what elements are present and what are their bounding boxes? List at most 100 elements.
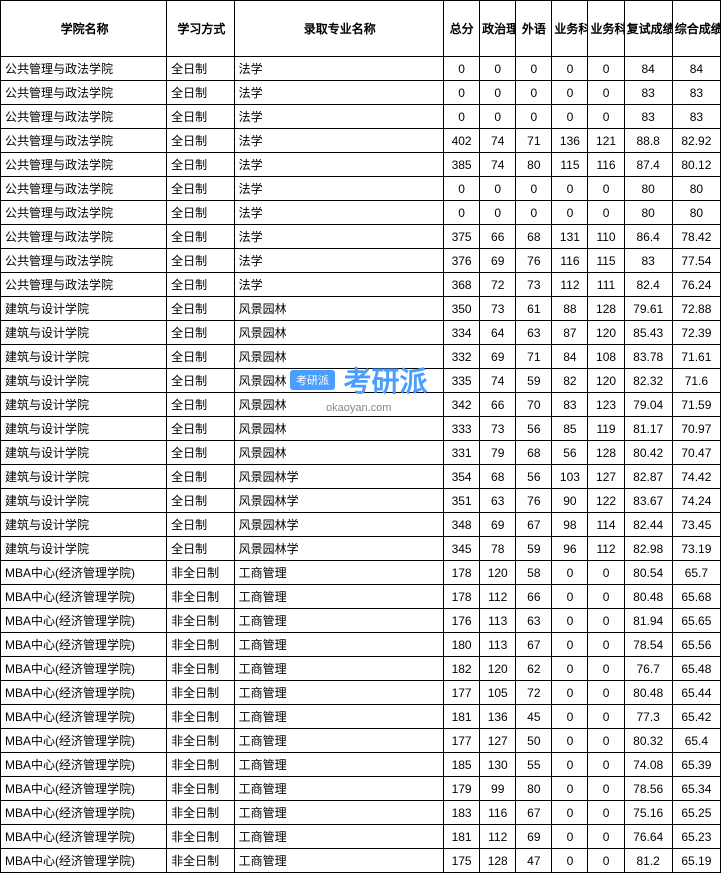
cell-politics: 66 bbox=[480, 393, 516, 417]
cell-major: 工商管理 bbox=[234, 561, 443, 585]
cell-mode: 非全日制 bbox=[167, 633, 234, 657]
cell-college: 建筑与设计学院 bbox=[1, 369, 167, 393]
cell-mode: 全日制 bbox=[167, 129, 234, 153]
cell-biz2: 110 bbox=[588, 225, 624, 249]
table-header-row: 学院名称 学习方式 录取专业名称 总分 政治理论 外语 业务科1 业务科1 复试… bbox=[1, 1, 721, 57]
cell-foreign: 63 bbox=[516, 609, 552, 633]
cell-retest: 83 bbox=[624, 249, 672, 273]
cell-biz1: 56 bbox=[552, 441, 588, 465]
cell-mode: 全日制 bbox=[167, 105, 234, 129]
cell-overall: 65.68 bbox=[672, 585, 720, 609]
cell-biz1: 0 bbox=[552, 105, 588, 129]
cell-retest: 82.44 bbox=[624, 513, 672, 537]
table-row: 建筑与设计学院全日制风景园林学34578599611282.9873.19 bbox=[1, 537, 721, 561]
cell-politics: 112 bbox=[480, 585, 516, 609]
cell-biz2: 116 bbox=[588, 153, 624, 177]
cell-college: 公共管理与政法学院 bbox=[1, 273, 167, 297]
cell-biz2: 0 bbox=[588, 81, 624, 105]
cell-overall: 80 bbox=[672, 177, 720, 201]
cell-biz2: 0 bbox=[588, 705, 624, 729]
cell-foreign: 59 bbox=[516, 369, 552, 393]
cell-college: 公共管理与政法学院 bbox=[1, 81, 167, 105]
cell-biz1: 0 bbox=[552, 729, 588, 753]
cell-mode: 非全日制 bbox=[167, 825, 234, 849]
cell-politics: 73 bbox=[480, 417, 516, 441]
cell-biz1: 0 bbox=[552, 609, 588, 633]
cell-total: 368 bbox=[444, 273, 480, 297]
table-row: 建筑与设计学院全日制风景园林34266708312379.0471.59 bbox=[1, 393, 721, 417]
cell-politics: 120 bbox=[480, 561, 516, 585]
cell-retest: 81.2 bbox=[624, 849, 672, 873]
cell-total: 177 bbox=[444, 681, 480, 705]
cell-biz2: 0 bbox=[588, 681, 624, 705]
cell-college: MBA中心(经济管理学院) bbox=[1, 585, 167, 609]
cell-total: 332 bbox=[444, 345, 480, 369]
cell-college: 建筑与设计学院 bbox=[1, 345, 167, 369]
cell-politics: 64 bbox=[480, 321, 516, 345]
cell-overall: 65.7 bbox=[672, 561, 720, 585]
cell-college: MBA中心(经济管理学院) bbox=[1, 729, 167, 753]
cell-retest: 74.08 bbox=[624, 753, 672, 777]
table-row: 公共管理与政法学院全日制法学368727311211182.476.24 bbox=[1, 273, 721, 297]
cell-retest: 76.7 bbox=[624, 657, 672, 681]
cell-overall: 80 bbox=[672, 201, 720, 225]
cell-biz2: 0 bbox=[588, 633, 624, 657]
cell-politics: 69 bbox=[480, 513, 516, 537]
cell-total: 0 bbox=[444, 177, 480, 201]
cell-retest: 80 bbox=[624, 177, 672, 201]
cell-biz2: 0 bbox=[588, 753, 624, 777]
cell-foreign: 67 bbox=[516, 513, 552, 537]
cell-major: 工商管理 bbox=[234, 657, 443, 681]
cell-total: 183 bbox=[444, 801, 480, 825]
cell-politics: 0 bbox=[480, 201, 516, 225]
cell-foreign: 59 bbox=[516, 537, 552, 561]
cell-biz2: 122 bbox=[588, 489, 624, 513]
cell-mode: 全日制 bbox=[167, 441, 234, 465]
cell-foreign: 0 bbox=[516, 105, 552, 129]
cell-overall: 65.42 bbox=[672, 705, 720, 729]
cell-biz1: 96 bbox=[552, 537, 588, 561]
cell-foreign: 68 bbox=[516, 225, 552, 249]
cell-biz2: 119 bbox=[588, 417, 624, 441]
cell-politics: 120 bbox=[480, 657, 516, 681]
cell-mode: 全日制 bbox=[167, 249, 234, 273]
cell-politics: 63 bbox=[480, 489, 516, 513]
cell-biz2: 114 bbox=[588, 513, 624, 537]
cell-biz1: 88 bbox=[552, 297, 588, 321]
cell-college: 建筑与设计学院 bbox=[1, 513, 167, 537]
cell-politics: 136 bbox=[480, 705, 516, 729]
cell-biz2: 0 bbox=[588, 729, 624, 753]
cell-politics: 113 bbox=[480, 609, 516, 633]
header-foreign: 外语 bbox=[516, 1, 552, 57]
cell-mode: 全日制 bbox=[167, 417, 234, 441]
cell-overall: 65.4 bbox=[672, 729, 720, 753]
cell-retest: 86.4 bbox=[624, 225, 672, 249]
cell-college: 公共管理与政法学院 bbox=[1, 57, 167, 81]
cell-total: 334 bbox=[444, 321, 480, 345]
cell-mode: 全日制 bbox=[167, 465, 234, 489]
cell-retest: 83.67 bbox=[624, 489, 672, 513]
cell-retest: 83 bbox=[624, 105, 672, 129]
cell-total: 375 bbox=[444, 225, 480, 249]
table-row: 建筑与设计学院全日制风景园林学354685610312782.8774.42 bbox=[1, 465, 721, 489]
cell-overall: 84 bbox=[672, 57, 720, 81]
cell-college: MBA中心(经济管理学院) bbox=[1, 825, 167, 849]
table-row: MBA中心(经济管理学院)非全日制工商管理181136450077.365.42 bbox=[1, 705, 721, 729]
cell-foreign: 69 bbox=[516, 825, 552, 849]
table-row: 公共管理与政法学院全日制法学000008080 bbox=[1, 177, 721, 201]
cell-overall: 72.88 bbox=[672, 297, 720, 321]
cell-biz1: 112 bbox=[552, 273, 588, 297]
cell-overall: 71.61 bbox=[672, 345, 720, 369]
cell-overall: 70.97 bbox=[672, 417, 720, 441]
cell-retest: 83.78 bbox=[624, 345, 672, 369]
table-row: 建筑与设计学院全日制风景园林33269718410883.7871.61 bbox=[1, 345, 721, 369]
cell-biz2: 121 bbox=[588, 129, 624, 153]
cell-biz1: 90 bbox=[552, 489, 588, 513]
table-row: MBA中心(经济管理学院)非全日制工商管理177127500080.3265.4 bbox=[1, 729, 721, 753]
cell-total: 182 bbox=[444, 657, 480, 681]
cell-biz1: 84 bbox=[552, 345, 588, 369]
table-row: 建筑与设计学院全日制风景园林33574598212082.3271.6 bbox=[1, 369, 721, 393]
cell-biz2: 120 bbox=[588, 321, 624, 345]
cell-retest: 79.04 bbox=[624, 393, 672, 417]
cell-overall: 70.47 bbox=[672, 441, 720, 465]
